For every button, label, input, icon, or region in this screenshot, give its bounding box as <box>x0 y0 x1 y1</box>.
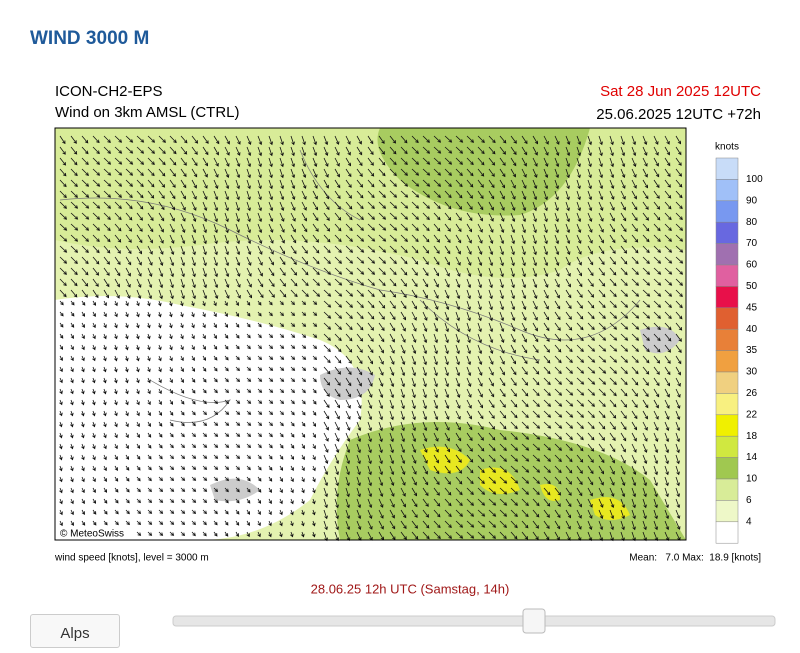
legend-label: 60 <box>746 260 758 271</box>
wind-arrows <box>59 135 684 542</box>
page-title: WIND 3000 M <box>30 28 149 49</box>
legend-label: 22 <box>746 409 758 420</box>
legend-swatch <box>715 328 739 351</box>
legend-label: 6 <box>746 495 752 506</box>
slider-thumb[interactable] <box>522 608 546 634</box>
legend-swatch <box>715 393 739 416</box>
legend-swatch <box>715 179 739 202</box>
legend-swatch <box>715 264 739 287</box>
legend-swatch <box>715 200 739 223</box>
legend-label: 10 <box>746 474 758 485</box>
legend-label: 35 <box>746 345 758 356</box>
legend-swatch <box>715 435 739 458</box>
map-subtitle: Wind on 3km AMSL (CTRL) <box>55 104 240 121</box>
legend-label: 45 <box>746 302 758 313</box>
legend-label: 100 <box>746 174 763 185</box>
copyright-bg <box>57 527 135 539</box>
legend-swatch <box>715 350 739 373</box>
timeline-label: 28.06.25 12h UTC (Samstag, 14h) <box>311 581 510 596</box>
map: © MeteoSwiss <box>54 127 687 542</box>
wind-zone <box>377 128 590 216</box>
legend-label: 80 <box>746 217 758 228</box>
calm-zone <box>55 296 362 540</box>
legend-swatch <box>715 243 739 266</box>
legend-swatch <box>715 500 739 523</box>
legend-swatch <box>715 286 739 309</box>
footer-right: Mean: 7.0 Max: 18.9 [knots] <box>629 553 761 564</box>
model-name: ICON-CH2-EPS <box>55 83 163 100</box>
legend-label: 30 <box>746 367 758 378</box>
legend-swatch <box>715 457 739 480</box>
legend-label: 18 <box>746 431 758 442</box>
legend-swatch <box>715 478 739 501</box>
legend-label: 14 <box>746 452 758 463</box>
time-slider[interactable] <box>172 615 776 627</box>
legend-label: 40 <box>746 324 758 335</box>
legend-label: 50 <box>746 281 758 292</box>
valid-time: Sat 28 Jun 2025 12UTC <box>600 83 761 100</box>
legend-label: 90 <box>746 195 758 206</box>
legend-label: 4 <box>746 516 752 527</box>
legend-label: 70 <box>746 238 758 249</box>
map-frame <box>54 127 687 541</box>
legend-swatch <box>715 521 739 544</box>
legend-swatch <box>715 221 739 244</box>
footer-left: wind speed [knots], level = 3000 m <box>54 553 209 564</box>
run-time: 25.06.2025 12UTC +72h <box>596 106 761 123</box>
legend-swatch <box>715 414 739 437</box>
copyright: © MeteoSwiss <box>60 529 124 540</box>
borders <box>59 149 641 423</box>
legend-swatch <box>715 371 739 394</box>
wind-zone <box>420 446 630 520</box>
legend-swatch <box>715 307 739 330</box>
legend-label: 26 <box>746 388 758 399</box>
legend-unit: knots <box>715 142 739 153</box>
region-button[interactable]: Alps <box>30 614 120 648</box>
legend: 100 90 80 70 60 50 45 40 35 30 26 22 18 14 10 6 4 <box>715 157 763 544</box>
legend-swatch <box>715 157 739 180</box>
